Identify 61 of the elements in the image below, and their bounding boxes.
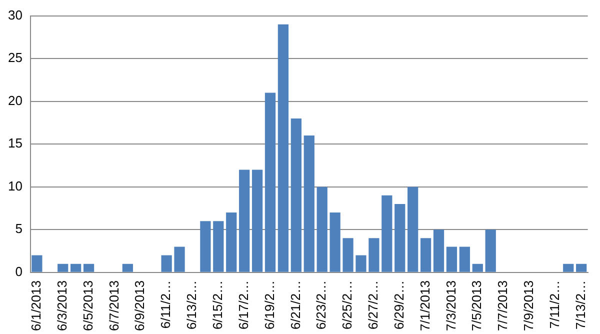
x-tick-label: 6/29/2… [391, 280, 406, 330]
y-tick-label: 15 [8, 136, 22, 151]
bar [226, 212, 237, 272]
x-tick-label: 6/11/2… [158, 280, 174, 329]
bar [174, 246, 185, 272]
bar [252, 170, 263, 272]
x-tick-label: 6/17/2… [236, 280, 251, 330]
bar [239, 170, 250, 272]
bar [420, 238, 432, 272]
bar [394, 204, 406, 272]
x-tick-label: 7/1/2013 [417, 280, 432, 332]
bar [408, 186, 418, 272]
bar [32, 255, 42, 272]
bar [563, 264, 574, 272]
y-tick-label: 30 [8, 7, 22, 22]
x-tick-label: 6/27/2… [366, 280, 381, 330]
x-tick-label: 6/19/2… [262, 280, 277, 330]
y-tick-label: 25 [8, 50, 22, 66]
x-tick-label: 7/3/2013 [443, 280, 458, 332]
bar [161, 255, 172, 272]
bar [330, 212, 340, 272]
x-tick-label: 6/5/2013 [80, 280, 96, 332]
bar [459, 246, 470, 272]
x-tick-label: 7/5/2013 [469, 280, 484, 332]
x-tick-label: 6/3/2013 [54, 280, 70, 332]
y-tick-label: 20 [8, 92, 22, 108]
x-tick-label: 6/9/2013 [132, 280, 148, 332]
bar [446, 246, 458, 272]
bar [382, 195, 392, 272]
bar [485, 230, 496, 272]
bar [316, 186, 328, 272]
x-tick-label: 6/21/2… [288, 280, 303, 330]
x-tick-label: 6/1/2013 [28, 280, 44, 332]
bar [304, 136, 314, 272]
bar [122, 264, 133, 272]
x-tick-label: 6/13/2… [184, 280, 200, 330]
x-tick-label: 6/7/2013 [106, 280, 122, 332]
bar [213, 221, 224, 272]
x-tick-label: 6/15/2… [210, 280, 225, 330]
bar [200, 221, 211, 272]
bar [264, 92, 276, 272]
bar [368, 238, 380, 272]
bar [472, 264, 483, 272]
x-tick-label: 7/9/2013 [521, 280, 536, 332]
bar [83, 264, 94, 272]
y-tick-label: 5 [15, 221, 22, 236]
bar [342, 238, 354, 272]
y-tick-label: 0 [15, 264, 22, 279]
bar [70, 264, 82, 272]
y-tick-label: 10 [8, 178, 22, 194]
bar [576, 264, 587, 272]
x-tick-label: 6/23/2… [314, 280, 329, 330]
bar [290, 118, 302, 272]
bar [278, 24, 289, 272]
bar [433, 230, 444, 272]
x-tick-label: 7/11/2… [546, 280, 562, 329]
x-tick-label: 7/7/2013 [495, 280, 510, 332]
bar [58, 264, 68, 272]
x-tick-label: 6/25/2… [340, 280, 355, 330]
bar [356, 255, 366, 272]
x-tick-label: 7/13/2… [572, 280, 588, 330]
